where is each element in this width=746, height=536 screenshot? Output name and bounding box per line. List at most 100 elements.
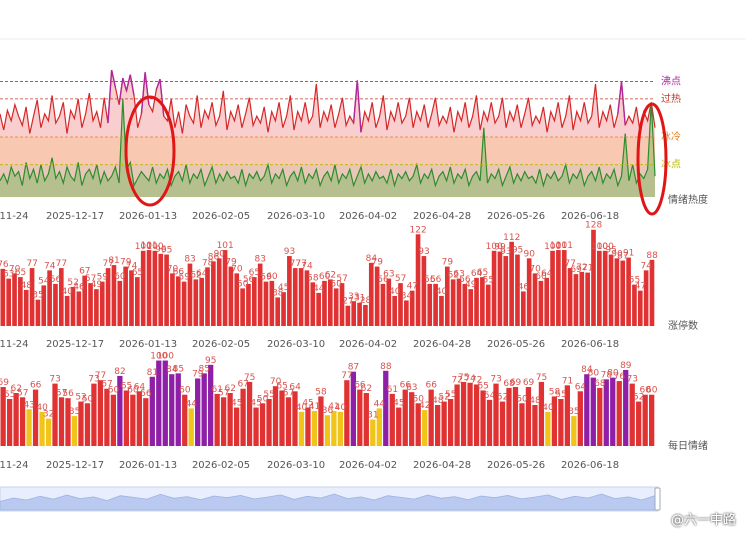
- daily-emotion-bar: [441, 401, 447, 446]
- limit-up-bar: [129, 270, 134, 326]
- limit-up-value: 101: [217, 241, 234, 251]
- limit-up-bar: [398, 283, 403, 326]
- daily-emotion-bar: [233, 407, 240, 446]
- daily-emotion-value: 65: [121, 381, 132, 391]
- limit-up-value: 60: [266, 272, 278, 282]
- daily-emotion-value: 56: [140, 389, 152, 399]
- slider-handle-right[interactable]: [654, 487, 661, 511]
- limit-up-bar: [275, 297, 281, 326]
- limit-up-bar: [380, 283, 386, 326]
- limit-up-value: 57: [395, 274, 406, 284]
- limit-up-bar: [491, 250, 497, 326]
- daily-emotion-value: 64: [134, 382, 146, 392]
- limit-up-bar: [211, 261, 216, 326]
- limit-up-value: 65: [132, 268, 143, 278]
- daily-emotion-bar: [259, 403, 266, 446]
- limit-up-bars: [0, 229, 655, 326]
- limit-up-value: 84: [366, 254, 378, 264]
- daily-emotion-value: 57: [283, 388, 294, 398]
- daily-emotion-value: 65: [477, 381, 488, 391]
- limit-up-bar: [404, 300, 409, 326]
- limit-up-value: 27: [342, 297, 353, 307]
- limit-up-value: 112: [503, 233, 520, 243]
- limit-up-bar: [12, 273, 17, 326]
- daily-emotion-value: 73: [490, 375, 501, 385]
- limit-up-count-panel: 7663706548773554745677405246675749597781…: [0, 221, 698, 350]
- daily-emotion-bar: [415, 403, 421, 446]
- daily-emotion-bar: [649, 394, 655, 446]
- limit-up-value: 77: [295, 259, 306, 269]
- limit-up-value: 100: [146, 242, 163, 252]
- limit-up-value: 44: [313, 284, 325, 294]
- limit-up-bar: [175, 276, 181, 326]
- daily-emotion-bar: [71, 416, 78, 446]
- limit-up-bar: [304, 270, 310, 326]
- daily-emotion-bar: [292, 391, 298, 446]
- limit-up-value: 100: [486, 242, 503, 252]
- daily-emotion-bar: [78, 401, 84, 446]
- limit-up-value: 45: [278, 283, 289, 293]
- daily-emotion-bar: [642, 394, 648, 446]
- daily-emotion-value: 73: [49, 375, 60, 385]
- limit-up-bar: [18, 277, 23, 326]
- daily-emotion-value: 56: [62, 389, 74, 399]
- limit-up-value: 74: [301, 261, 313, 271]
- heat-x-ticks: 11-24 2025-12-17 2026-01-13 2026-02-05 2026-…: [0, 211, 619, 222]
- limit-up-value: 79: [442, 258, 454, 268]
- daily-emotion-bar: [318, 396, 324, 446]
- x-tick-label: 2026-02-05: [192, 211, 250, 222]
- limit-up-bar: [444, 266, 450, 326]
- daily-emotion-bar: [447, 399, 454, 446]
- daily-emotion-value: 45: [231, 399, 242, 409]
- x-tick-label: 2026-06-18: [561, 339, 619, 350]
- slider-preview-area: [0, 493, 656, 511]
- limit-up-bar: [450, 279, 456, 326]
- daily-emotion-bar: [558, 399, 564, 446]
- daily-emotion-bar: [52, 383, 58, 446]
- limit-up-value: 63: [3, 270, 14, 280]
- limit-up-value: 93: [284, 247, 295, 257]
- limit-up-value: 40: [436, 287, 448, 297]
- daily-emotion-bar: [409, 392, 415, 446]
- limit-up-bar: [485, 284, 491, 326]
- daily-emotion-value: 40: [296, 403, 308, 413]
- daily-emotion-bar: [422, 410, 428, 446]
- limit-up-axis-label: 涨停数: [668, 319, 698, 332]
- daily-emotion-value: 52: [633, 393, 644, 403]
- limit-up-bar: [439, 295, 444, 326]
- daily-emotion-value: 60: [646, 386, 658, 396]
- limit-up-bar: [351, 301, 357, 326]
- limit-up-bar: [328, 279, 333, 326]
- limit-up-value: 56: [50, 275, 62, 285]
- daily-emotion-bar: [182, 394, 188, 446]
- limit-up-bar: [70, 286, 76, 326]
- daily-emotion-bars: [0, 360, 655, 446]
- daily-emotion-bar: [460, 381, 467, 446]
- limit-up-bar: [158, 253, 164, 326]
- limit-up-value: 74: [126, 261, 138, 271]
- limit-up-value: 35: [32, 291, 43, 301]
- limit-up-value: 55: [483, 276, 494, 286]
- limit-up-value: 78: [202, 258, 214, 268]
- limit-up-value: 99: [494, 243, 506, 253]
- daily-emotion-value: 75: [536, 373, 547, 383]
- limit-up-bar: [427, 283, 433, 326]
- limit-up-value: 60: [535, 272, 547, 282]
- daily-emotion-value: 55: [263, 390, 274, 400]
- x-tick-label: 11-24: [0, 211, 29, 222]
- limit-up-value: 65: [249, 268, 260, 278]
- daily-emotion-bar: [538, 381, 545, 446]
- limit-up-bar: [643, 270, 649, 326]
- daily-emotion-bar: [590, 377, 596, 446]
- limit-up-bar: [474, 277, 479, 326]
- limit-up-bar: [632, 284, 637, 326]
- limit-up-value: 65: [15, 268, 26, 278]
- overview-slider[interactable]: [0, 486, 661, 512]
- heat-line-segment: [620, 81, 626, 126]
- limit-up-bar: [637, 290, 643, 326]
- limit-up-value: 70: [529, 264, 541, 274]
- limit-up-bar: [415, 234, 421, 326]
- daily-emotion-value: 45: [302, 399, 313, 409]
- daily-emotion-value: 63: [406, 383, 417, 393]
- x-tick-label: 2026-04-28: [413, 460, 471, 471]
